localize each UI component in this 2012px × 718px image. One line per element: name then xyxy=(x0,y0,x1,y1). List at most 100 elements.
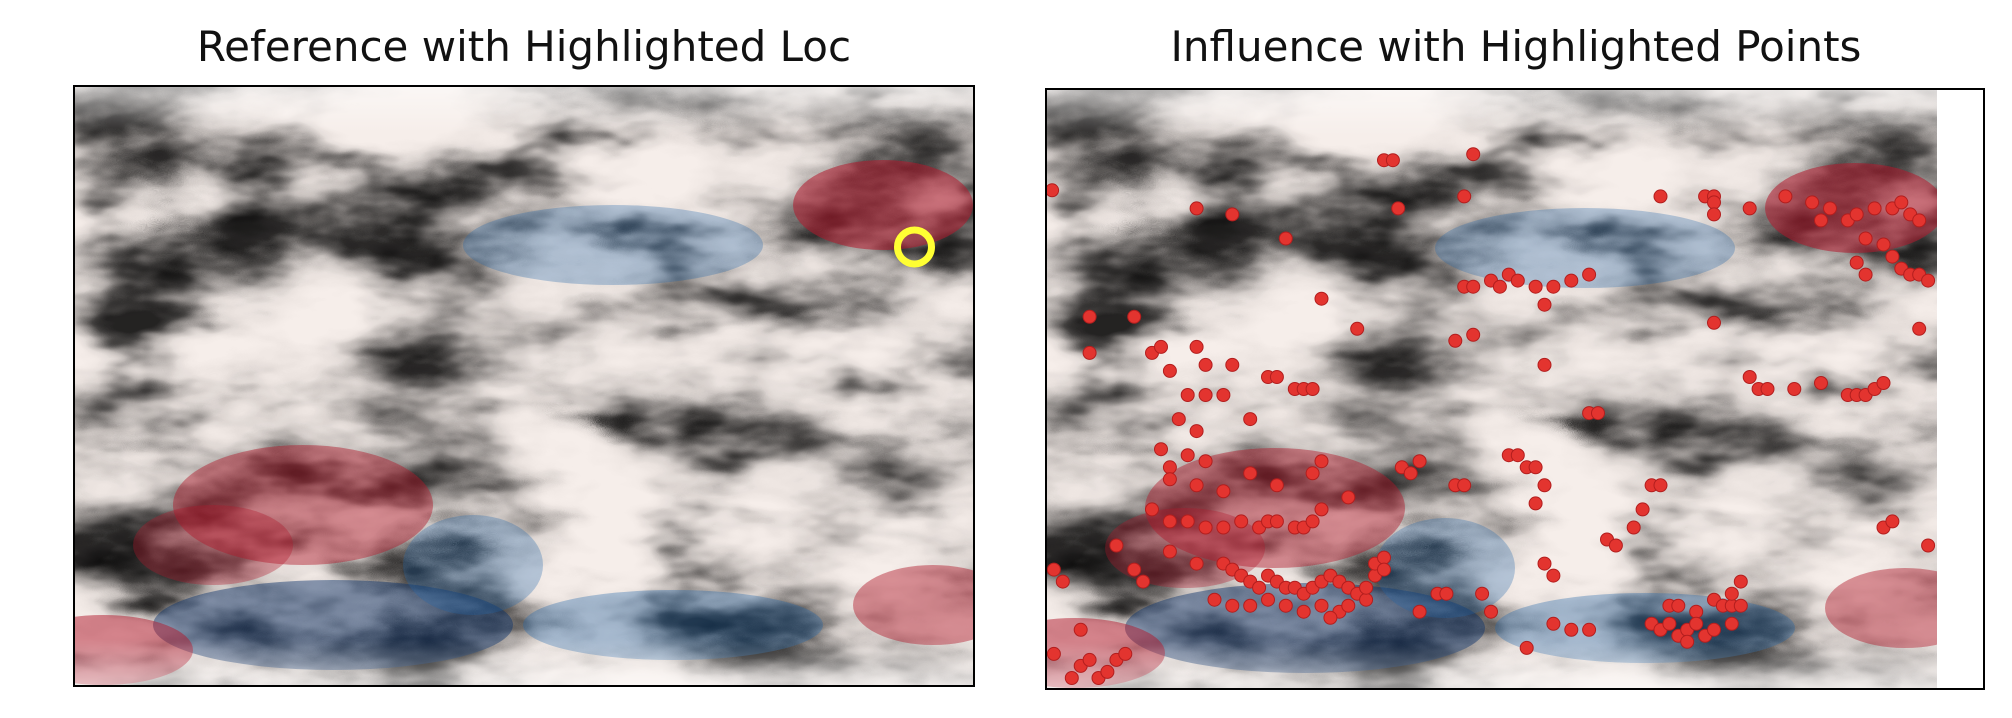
highlighted-point xyxy=(1466,147,1481,162)
highlighted-point xyxy=(1189,339,1204,354)
highlighted-point xyxy=(1269,478,1284,493)
highlighted-point xyxy=(1528,460,1543,475)
highlighted-point xyxy=(1314,502,1329,517)
highlighted-point xyxy=(1100,664,1115,679)
highlighted-point xyxy=(1546,279,1561,294)
highlighted-point xyxy=(1885,249,1900,264)
highlighted-point xyxy=(1608,538,1623,553)
highlighted-point xyxy=(1055,574,1070,589)
highlighted-point xyxy=(1448,333,1463,348)
highlighted-point xyxy=(1537,556,1552,571)
highlighted-point xyxy=(1162,472,1177,487)
highlighted-point xyxy=(1707,207,1721,222)
highlighted-point xyxy=(1305,466,1320,481)
highlighted-point xyxy=(1341,598,1356,613)
highlighted-point xyxy=(1269,370,1284,384)
highlighted-point xyxy=(1519,640,1534,655)
highlighted-point xyxy=(1136,574,1151,589)
highlighted-point xyxy=(1082,652,1097,667)
highlighted-point xyxy=(1162,460,1177,475)
highlighted-point xyxy=(1180,448,1195,463)
highlighted-point xyxy=(1118,646,1133,661)
highlighted-point xyxy=(1591,406,1605,421)
highlighted-point xyxy=(1162,544,1177,559)
highlighted-point xyxy=(1492,279,1507,294)
highlighted-point xyxy=(1189,424,1204,439)
highlighted-point xyxy=(1546,568,1561,583)
highlighted-point xyxy=(1912,321,1927,336)
highlighted-point xyxy=(1635,502,1650,517)
highlighted-point xyxy=(1510,273,1525,288)
highlighted-point xyxy=(1412,454,1427,469)
highlighted-point xyxy=(1439,586,1454,601)
highlighted-point xyxy=(1814,213,1828,228)
highlighted-point xyxy=(1787,382,1802,396)
highlighted-point xyxy=(1689,604,1704,619)
highlighted-point xyxy=(1921,273,1936,288)
highlighted-point xyxy=(1814,376,1828,390)
highlighted-point xyxy=(1537,357,1552,372)
highlighted-point xyxy=(1564,273,1579,288)
highlighted-point xyxy=(1269,514,1284,529)
highlighted-point xyxy=(1510,448,1525,463)
highlighted-point xyxy=(1359,592,1374,607)
highlighted-point xyxy=(1680,634,1695,649)
highlighted-point xyxy=(1314,291,1329,306)
highlighted-point xyxy=(1742,370,1757,384)
highlighted-point xyxy=(1045,183,1060,198)
highlighted-point xyxy=(1154,442,1168,457)
highlighted-point xyxy=(1305,382,1320,396)
highlighted-point xyxy=(1778,189,1793,204)
highlighted-point xyxy=(1261,592,1275,607)
highlighted-point xyxy=(1564,622,1579,637)
highlighted-point xyxy=(1225,598,1240,613)
highlighted-point xyxy=(1867,201,1882,216)
highlighted-point xyxy=(1921,538,1936,553)
highlighted-point xyxy=(1733,574,1748,589)
highlighted-point xyxy=(1849,255,1864,270)
highlighted-point xyxy=(1243,598,1258,613)
highlighted-point xyxy=(1189,201,1204,216)
highlighted-point xyxy=(1296,604,1311,619)
highlighted-point xyxy=(1671,598,1686,613)
highlighted-point xyxy=(1198,454,1213,469)
highlighted-point xyxy=(1216,484,1231,499)
highlighted-point xyxy=(1724,586,1739,601)
highlighted-point xyxy=(1171,412,1186,427)
highlighted-point xyxy=(1350,321,1365,336)
highlighted-point xyxy=(1127,309,1142,324)
highlighted-point xyxy=(1707,315,1721,330)
highlighted-point xyxy=(1046,562,1061,577)
highlighted-point xyxy=(1733,598,1748,613)
highlighted-point xyxy=(1582,622,1597,637)
highlighted-point xyxy=(1858,267,1873,282)
highlighted-point xyxy=(1145,502,1159,517)
highlighted-point xyxy=(1154,339,1168,354)
highlighted-point xyxy=(1314,454,1329,469)
highlighted-point xyxy=(1243,412,1258,427)
highlighted-point xyxy=(1207,592,1222,607)
highlighted-point xyxy=(1724,616,1739,631)
highlighted-point xyxy=(1180,388,1195,402)
highlighted-point xyxy=(1876,237,1891,252)
highlighted-point xyxy=(1341,490,1356,505)
highlighted-point xyxy=(1894,195,1909,210)
highlighted-point xyxy=(1823,201,1837,216)
chart-title-reference: Reference with Highlighted Loc xyxy=(196,22,852,71)
highlighted-point xyxy=(1626,520,1641,535)
highlighted-point xyxy=(1225,357,1240,372)
highlighted-point xyxy=(1528,279,1543,294)
highlighted-point xyxy=(1082,309,1097,324)
highlighted-point xyxy=(1064,671,1079,685)
influence-scatter-panel xyxy=(1045,88,1985,690)
chart-title-influence: Influence with Highlighted Points xyxy=(1170,22,1862,71)
highlighted-point xyxy=(1305,514,1320,529)
highlighted-point xyxy=(1466,327,1481,342)
highlighted-point xyxy=(1225,207,1240,222)
highlighted-point xyxy=(1278,231,1293,246)
highlighted-point xyxy=(1760,382,1775,396)
highlighted-point xyxy=(1537,297,1552,312)
highlighted-point xyxy=(1189,556,1204,571)
highlighted-point xyxy=(1162,363,1177,378)
highlighted-location-marker xyxy=(894,226,935,268)
